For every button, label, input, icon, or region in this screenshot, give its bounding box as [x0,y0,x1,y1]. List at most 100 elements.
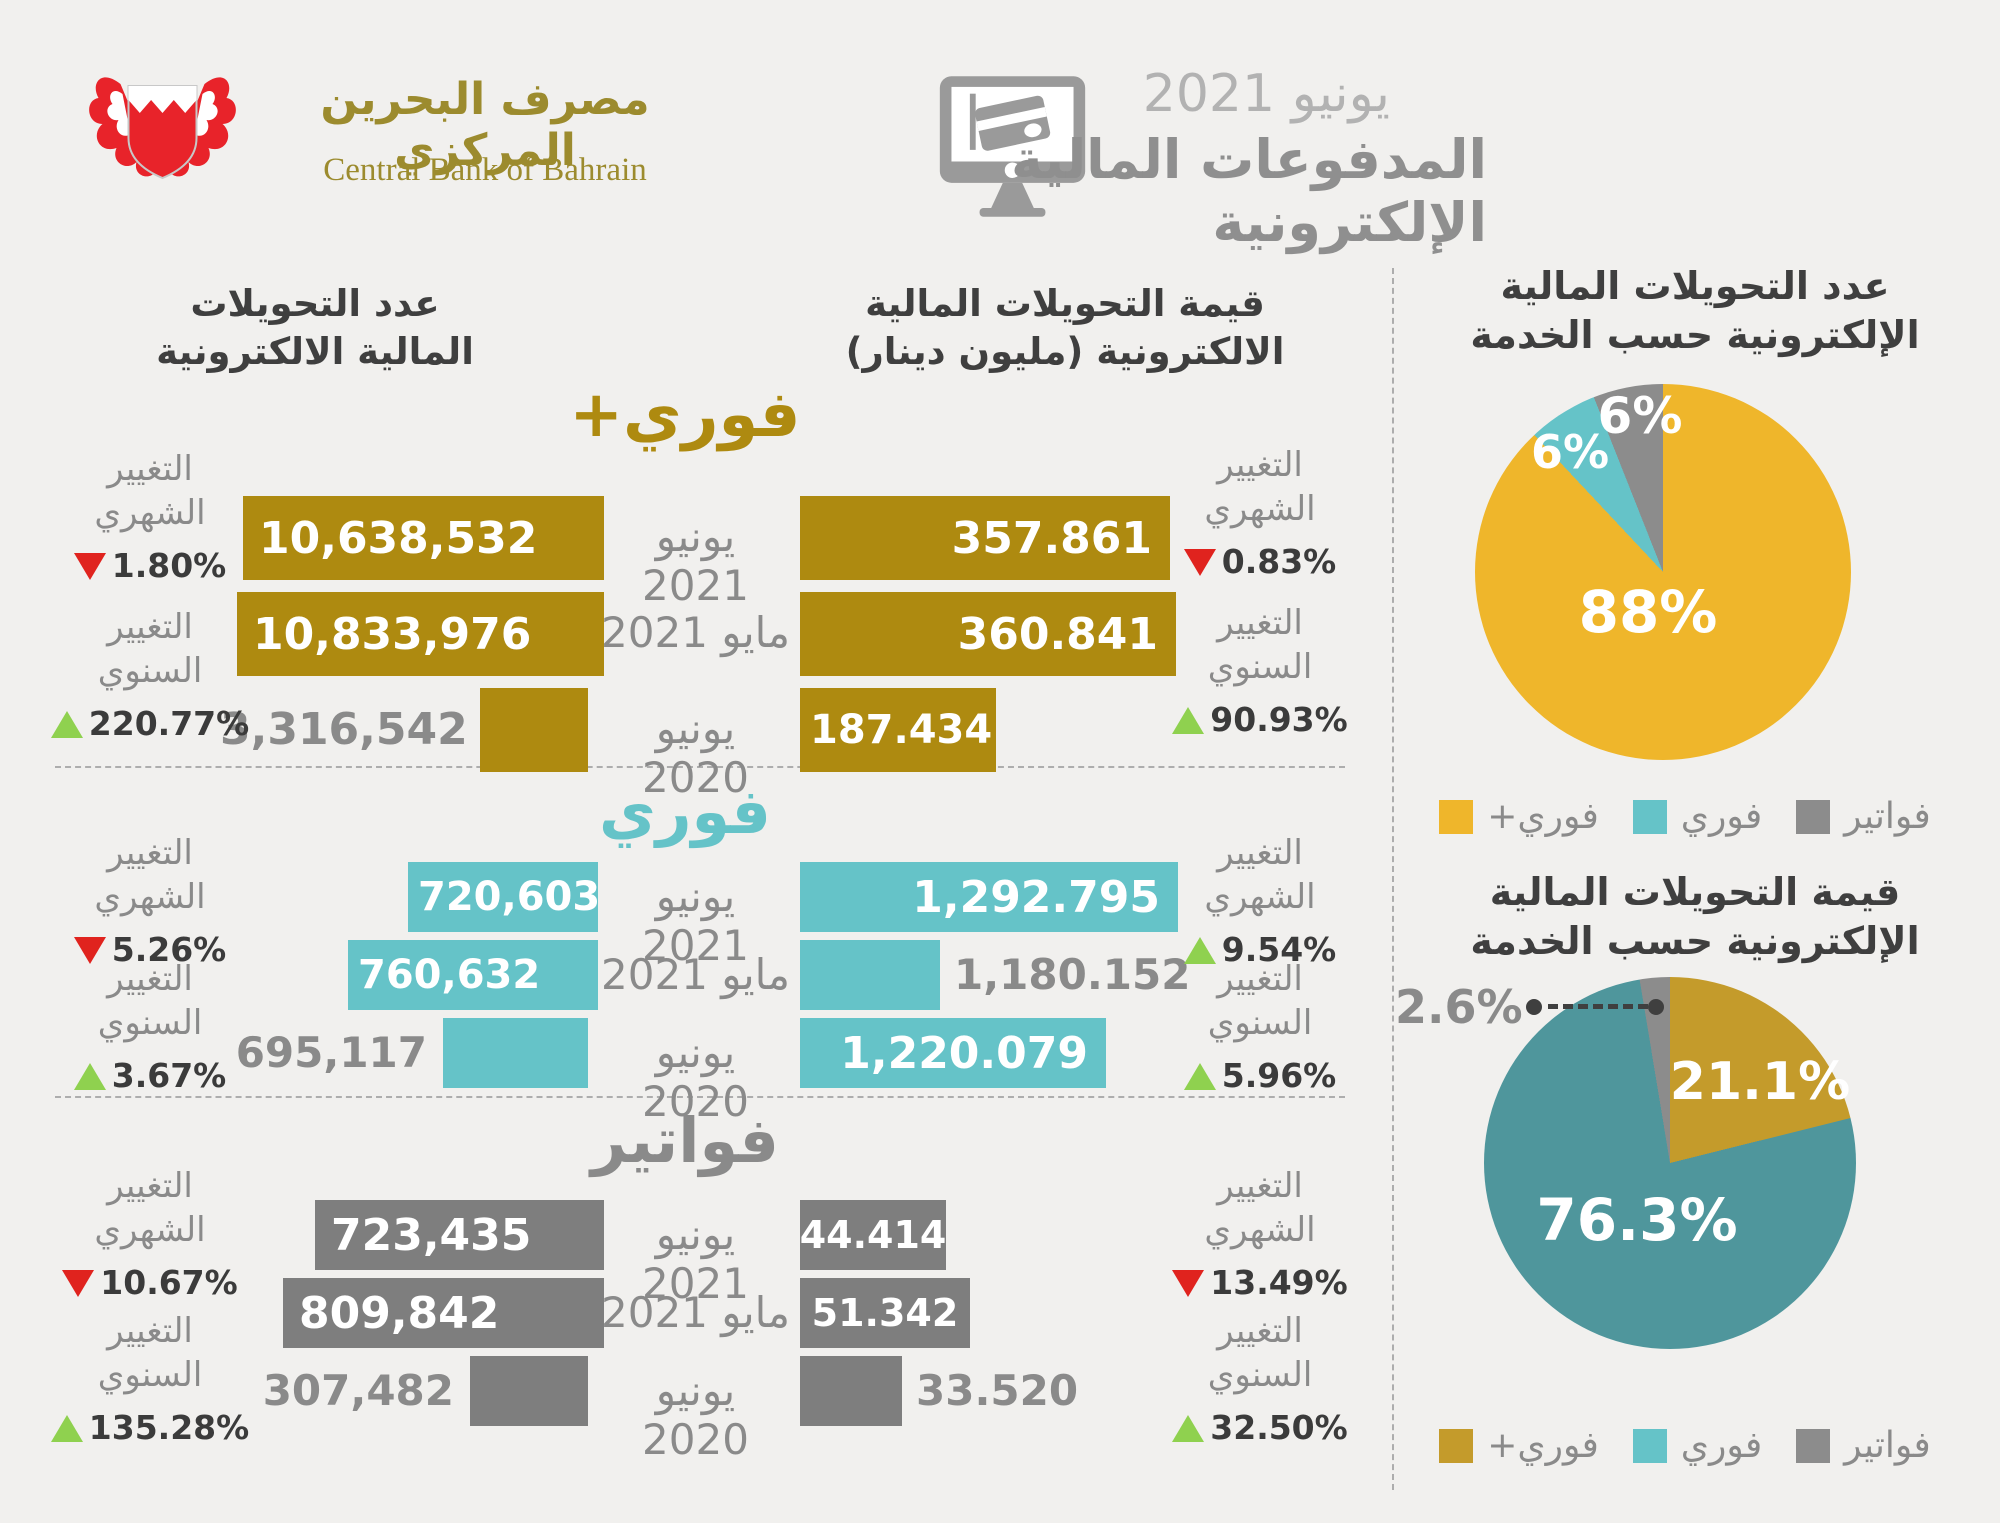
change-label: التغيير [1217,1311,1303,1351]
change-label: التغيير [107,449,193,489]
count-bar: 720,603 [408,862,600,932]
count-value: 809,842 [299,1287,500,1339]
value-amount: 357.861 [951,512,1152,564]
pie2-title: قيمة التحويلات المالية الإلكترونية حسب ا… [1460,868,1930,967]
year-label: يونيو 2021 [642,872,749,970]
year-label: يونيو 2020 [642,1028,749,1126]
change-label: الشهري [94,876,206,917]
up-triangle-icon [50,1414,83,1442]
value-bar: 187.434 [800,688,996,772]
down-triangle-icon [73,552,106,580]
up-triangle-icon [73,1062,106,1090]
monthly-change-count: التغيير الشهري 1.80% [58,448,242,587]
report-month: يونيو 2021 [1142,64,1390,124]
change-label: التغيير [107,1166,193,1206]
change-pct: 1.80% [111,546,227,586]
change-label: السنوي [97,1354,203,1395]
change-label: الشهري [1204,876,1316,917]
annual-change-value: التغيير السنوي 5.96% [1168,958,1352,1097]
change-label: الشهري [1204,1209,1316,1250]
count-bar [470,1356,588,1426]
count-column-header: عدد التحويلات المالية الالكترونية [95,280,535,376]
pie2-fawateer-callout: 2.6% [1395,980,1523,1034]
value-bar: 44.414 [800,1200,946,1270]
change-label: الشهري [94,1209,206,1250]
value-amount-outside: 1,180.152 [954,950,1191,999]
section-title-fawri-plus: فوري+ [569,378,801,452]
monthly-change-count: التغيير الشهري 10.67% [58,1165,242,1304]
change-pct: 0.83% [1221,542,1337,582]
legend-label: فواتير [1844,796,1931,837]
legend-label: فواتير [1844,1425,1931,1466]
annual-change-value: التغيير السنوي 90.93% [1168,602,1352,741]
change-pct: 3.67% [111,1056,227,1096]
fawateer-swatch [1796,799,1831,834]
change-pct: 90.93% [1210,700,1348,740]
value-by-service-pie [1484,977,1856,1349]
value-bar: 1,220.079 [800,1018,1106,1088]
change-label: السنوي [1207,1002,1313,1043]
change-label: السنوي [1207,646,1313,687]
legend-item-fawri-plus: فوري+ [1439,1425,1599,1466]
annual-change-count: التغيير السنوي 135.28% [50,1310,249,1449]
change-label: السنوي [1207,1354,1313,1395]
change-pct: 5.96% [1221,1056,1337,1096]
value-amount: 1,220.079 [840,1027,1088,1079]
year-label: يونيو 2020 [642,1366,749,1464]
bank-name-arabic: مصرف البحرين المركزي [320,74,650,176]
monthly-change-count: التغيير الشهري 5.26% [58,832,242,971]
change-label: الشهري [1204,488,1316,529]
year-label: مايو 2021 [601,1288,790,1337]
change-pct: 135.28% [88,1408,250,1448]
value-amount-outside: 33.520 [916,1366,1079,1415]
leader-dashed-line [1548,1004,1648,1009]
leader-dot-start [1526,999,1542,1015]
year-label: يونيو 2021 [642,512,749,610]
count-value: 723,435 [331,1209,532,1261]
count-header-line1: عدد التحويلات [190,282,440,325]
fawri-swatch [1632,799,1667,834]
value-amount: 51.342 [811,1291,959,1335]
annual-change-value: التغيير السنوي 32.50% [1168,1310,1352,1449]
pie2-slice-label-fawri-plus: 21.1% [1669,1052,1851,1112]
pie2-legend: فوري+ فوري فواتير [1405,1425,1965,1466]
count-bar: 10,833,976 [237,592,604,676]
fawri-plus-swatch [1439,1428,1474,1463]
count-value: 10,833,976 [253,608,532,660]
legend-item-fawateer: فواتير [1796,796,1931,837]
legend-label: فوري [1680,1425,1763,1466]
value-bar: 360.841 [800,592,1176,676]
pie1-title: عدد التحويلات المالية الإلكترونية حسب ال… [1460,262,1930,361]
change-label: التغيير [107,1311,193,1351]
legend-item-fawri: فوري [1632,1425,1763,1466]
count-by-service-pie [1475,384,1851,760]
count-value-outside: 307,482 [262,1366,454,1415]
value-bar: 51.342 [800,1278,970,1348]
count-value: 10,638,532 [259,512,538,564]
change-label: التغيير [107,607,193,647]
up-triangle-icon [50,710,83,738]
monitor-payment-icon [939,76,1086,217]
legend-item-fawri: فوري [1632,796,1762,837]
pie2-title-line1: قيمة التحويلات المالية [1489,870,1901,914]
up-triangle-icon [1183,936,1216,964]
change-pct: 9.54% [1221,930,1337,970]
fawri-plus-swatch [1439,799,1474,834]
change-label: السنوي [97,1002,203,1043]
change-label: الشهري [94,492,206,533]
monthly-change-value: التغيير الشهري 0.83% [1168,444,1352,583]
value-bar: 1,292.795 [800,862,1178,932]
count-header-line2: المالية الالكترونية [156,330,474,374]
annual-change-count: التغيير السنوي 220.77% [50,606,249,745]
year-label: يونيو 2021 [642,1210,749,1308]
section-title-fawateer: فواتير [591,1104,779,1177]
pie1-slice-label-fawri: 6% [1530,425,1610,479]
legend-label: فوري+ [1487,1425,1599,1466]
change-label: التغيير [1217,603,1303,643]
pie2-title-line2: الإلكترونية حسب الخدمة [1470,919,1920,964]
value-amount: 1,292.795 [912,871,1160,923]
down-triangle-icon [62,1269,95,1297]
count-value-outside: 3,316,542 [220,704,468,755]
down-triangle-icon [73,936,106,964]
